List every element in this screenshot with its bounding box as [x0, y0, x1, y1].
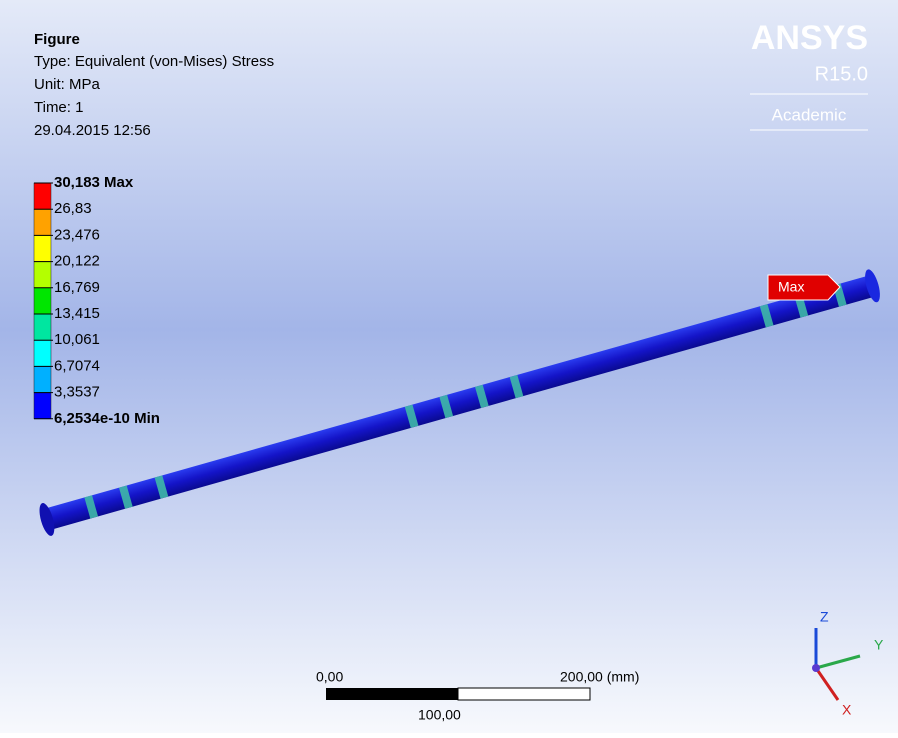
scale-left: 0,00: [316, 669, 343, 685]
legend-swatch: [34, 366, 51, 392]
background: [0, 0, 898, 733]
scale-right: 200,00 (mm): [560, 669, 639, 685]
probe-label: Max: [778, 279, 804, 295]
legend-label: 16,769: [54, 279, 100, 296]
axis-x: X: [842, 702, 852, 718]
legend-label: 26,83: [54, 200, 92, 217]
legend-swatch: [34, 314, 51, 340]
time: Time: 1: [34, 99, 83, 116]
legend-label: 30,183 Max: [54, 174, 134, 191]
legend-label: 6,2534e-10 Min: [54, 410, 160, 427]
legend-label: 20,122: [54, 253, 100, 270]
unit: Unit: MPa: [34, 76, 101, 93]
axis-z: Z: [820, 609, 829, 625]
legend-label: 13,415: [54, 305, 100, 322]
legend-label: 3,3537: [54, 384, 100, 401]
legend-swatch: [34, 183, 51, 209]
legend-label: 6,7074: [54, 357, 100, 374]
max-probe: Max: [768, 275, 840, 300]
edition: Academic: [772, 105, 847, 124]
type: Type: Equivalent (von-Mises) Stress: [34, 53, 274, 70]
legend-swatch: [34, 262, 51, 288]
legend-swatch: [34, 235, 51, 261]
legend-swatch: [34, 209, 51, 235]
date: 29.04.2015 12:56: [34, 122, 151, 139]
brand: ANSYS: [751, 19, 868, 57]
axis-y: Y: [874, 637, 884, 653]
legend-swatch: [34, 393, 51, 419]
title: Figure: [34, 31, 80, 48]
legend-label: 23,476: [54, 226, 100, 243]
legend-label: 10,061: [54, 331, 100, 348]
legend-swatch: [34, 340, 51, 366]
viewport: Figure Type: Equivalent (von-Mises) Stre…: [0, 0, 898, 733]
version: R15.0: [815, 63, 868, 85]
scale-middle: 100,00: [418, 707, 461, 723]
legend-swatch: [34, 288, 51, 314]
